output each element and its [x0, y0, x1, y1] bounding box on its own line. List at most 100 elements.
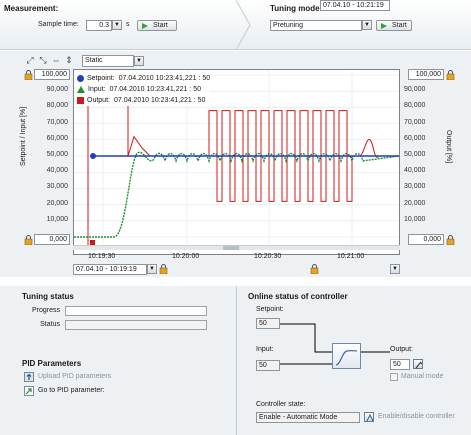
status-field: [65, 320, 207, 330]
left-y-tick-label: 70,000: [46, 118, 68, 126]
view-mode-dropdown-button[interactable]: ▼: [134, 56, 144, 66]
time-end-dropdown-button[interactable]: ▼: [390, 264, 400, 274]
right-y-tick-label: 80,000: [404, 102, 426, 110]
manual-output-icon[interactable]: [413, 359, 423, 369]
tuning-start-button[interactable]: Start: [376, 20, 412, 31]
left-axis-max-input[interactable]: 100,000: [34, 69, 70, 80]
chevron-down-icon: ▼: [114, 22, 120, 28]
legend-entry: Input: 07.04.2010 10:23:41,221 : 50: [77, 84, 210, 95]
enable-disable-controller-button[interactable]: [364, 412, 374, 422]
sample-time-unit: s: [126, 21, 130, 28]
zoom-y-icon[interactable]: ⇕: [65, 55, 73, 65]
section-divider-chevron: [235, 0, 251, 50]
time-start-dropdown-button[interactable]: ▼: [147, 264, 157, 274]
left-axis-title: Setpoint / Input [%]: [20, 106, 27, 166]
tuning-mode-dropdown-button[interactable]: ▼: [362, 20, 372, 30]
square-marker-icon: [77, 97, 84, 104]
go-to-pid-parameter-link[interactable]: Go to PID parameter:: [38, 387, 105, 394]
right-axis-title: Output [%]: [445, 130, 452, 164]
tuning-mode-select[interactable]: Pretuning: [270, 20, 362, 31]
legend-name: Setpoint:: [87, 75, 115, 82]
left-axis-min-input[interactable]: 0,000: [34, 234, 70, 245]
legend-value: 07.04.2010 10:23:41,221 : 50: [118, 75, 211, 82]
measurement-title: Measurement:: [4, 4, 59, 13]
setpoint-value: 50: [256, 318, 280, 329]
trend-plot-area[interactable]: Setpoint: 07.04.2010 10:23:41,221 : 50 Inp…: [73, 69, 400, 255]
lock-icon[interactable]: [446, 235, 455, 245]
panel-divider: [236, 286, 237, 435]
chevron-down-icon: ▼: [136, 58, 142, 64]
manual-mode-label: Manual mode: [401, 373, 444, 380]
output-label: Output:: [390, 346, 413, 353]
online-status-title: Online status of controller: [248, 292, 348, 301]
setpoint-start-point: [90, 153, 96, 159]
trend-legend: Setpoint: 07.04.2010 10:23:41,221 : 50 Inp…: [77, 73, 211, 106]
lock-icon[interactable]: [159, 264, 168, 274]
legend-entry: Output: 07.04.2010 10:23:41,221 : 50: [77, 95, 210, 106]
right-y-tick-label: 50,000: [404, 151, 426, 158]
chevron-down-icon: ▼: [392, 266, 398, 272]
progress-bar: [65, 306, 207, 316]
input-series-line: [74, 151, 400, 238]
zoom-in-icon[interactable]: ⤢: [26, 55, 34, 65]
tuning-start-label: Start: [392, 22, 407, 29]
left-y-tick-label: 80,000: [46, 102, 68, 110]
play-icon: [142, 23, 148, 29]
controller-block: [332, 343, 361, 369]
right-axis-min-input[interactable]: 0,000: [408, 234, 444, 245]
x-tick-label: 10:19:30: [88, 253, 116, 260]
output-value[interactable]: 50: [390, 359, 410, 370]
right-y-tick-label: 40,000: [404, 167, 426, 175]
right-y-tick-label: 10,000: [404, 215, 426, 223]
manual-mode-checkbox[interactable]: [390, 373, 398, 381]
legend-entry: Setpoint: 07.04.2010 10:23:41,221 : 50: [77, 73, 210, 84]
time-start-input[interactable]: 07.04.10 - 10:19:19: [73, 264, 147, 275]
time-end-input[interactable]: 07.04.10 - 10:21:19: [320, 0, 390, 11]
control-loop-diagram: [280, 323, 390, 365]
circle-marker-icon: [77, 75, 84, 82]
top-toolbar: Measurement: Sample time: 0.3 ▼ s Start …: [0, 0, 471, 50]
right-y-tick-label: 30,000: [404, 183, 426, 191]
x-tick-label: 10:21:00: [337, 253, 365, 260]
left-y-tick-label: 20,000: [46, 199, 68, 207]
left-y-tick-label: 60,000: [46, 134, 68, 142]
legend-name: Output:: [87, 97, 110, 104]
measurement-start-button[interactable]: Start: [137, 20, 177, 31]
upload-pid-parameters-button[interactable]: Upload PID parameters: [38, 373, 112, 380]
progress-label: Progress: [31, 307, 60, 314]
x-tick-label: 10:20:00: [172, 253, 200, 260]
left-y-tick-label: 90,000: [46, 86, 68, 94]
goto-icon[interactable]: [24, 386, 34, 396]
sample-time-label: Sample time:: [38, 21, 79, 28]
trend-scrollbar[interactable]: [73, 245, 400, 250]
lock-icon[interactable]: [310, 264, 319, 274]
left-y-tick-label: 30,000: [46, 183, 68, 191]
trend-chart: [74, 70, 400, 247]
pid-parameters-title: PID Parameters: [22, 359, 82, 368]
legend-value: 07.04.2010 10:23:41,221 : 50: [109, 86, 201, 93]
hand-icon: [415, 361, 423, 369]
left-y-tick-label: 40,000: [46, 167, 68, 175]
right-y-tick-label: 70,000: [404, 118, 426, 126]
legend-name: Input:: [88, 86, 106, 93]
sample-time-dropdown-button[interactable]: ▼: [112, 20, 122, 30]
x-tick-label: 10:20:30: [254, 253, 282, 260]
view-mode-select[interactable]: Static: [82, 55, 134, 67]
lock-icon[interactable]: [24, 70, 33, 80]
output-start-point: [90, 240, 95, 245]
scrollbar-thumb[interactable]: [223, 246, 239, 250]
status-label: Status: [40, 321, 60, 328]
upload-icon[interactable]: [24, 372, 34, 382]
lock-icon[interactable]: [446, 70, 455, 80]
right-y-tick-label: 20,000: [404, 199, 426, 207]
triangle-marker-icon: [77, 86, 85, 93]
right-axis-max-input[interactable]: 100,000: [408, 69, 444, 80]
controller-state-label: Controller state:: [256, 401, 306, 408]
lock-icon[interactable]: [24, 235, 33, 245]
sample-time-input[interactable]: 0.3: [86, 20, 112, 31]
zoom-out-icon[interactable]: ⤡: [39, 55, 47, 65]
play-icon: [381, 23, 387, 29]
measurement-start-label: Start: [153, 22, 168, 29]
setpoint-label: Setpoint:: [256, 306, 284, 313]
zoom-x-icon[interactable]: ⇔: [51, 55, 61, 65]
